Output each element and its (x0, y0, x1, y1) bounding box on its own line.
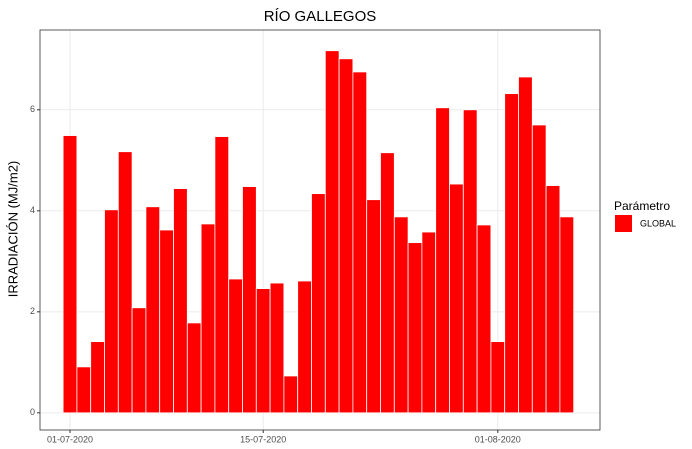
bar (62, 135, 78, 414)
bar (393, 216, 409, 414)
y-tick-label: 0 (30, 407, 35, 417)
bar (159, 229, 174, 414)
bar (228, 278, 243, 414)
bar (421, 231, 437, 414)
bar (531, 124, 547, 414)
y-tick-label: 4 (30, 205, 35, 215)
bar (214, 136, 230, 414)
bar (311, 193, 326, 414)
bar (352, 71, 368, 414)
bar (200, 223, 216, 414)
bar (324, 50, 340, 414)
bar (117, 151, 133, 414)
bar (476, 224, 492, 414)
y-axis-label: IRRADIACIÓN (MJ/m2) (5, 161, 20, 298)
bar (76, 366, 92, 414)
x-tick-label: 01-07-2020 (47, 434, 93, 444)
bar (338, 58, 354, 414)
panel-border (39, 29, 601, 431)
bar (297, 280, 312, 414)
bar (435, 107, 450, 414)
bar (145, 206, 161, 414)
bar (504, 93, 519, 414)
bar (462, 109, 478, 414)
bar (242, 186, 257, 414)
chart-title: RÍO GALLEGOS (264, 8, 377, 25)
bar (490, 341, 506, 414)
bar (545, 185, 561, 414)
bar (90, 341, 105, 414)
bar (518, 76, 533, 414)
bar (283, 375, 299, 414)
bar (131, 307, 147, 414)
bar (407, 242, 423, 414)
y-tick-label: 2 (30, 306, 35, 316)
x-tick-label: 15-07-2020 (240, 434, 286, 444)
bar (255, 288, 271, 414)
x-tick-label: 01-08-2020 (475, 434, 521, 444)
legend-label: GLOBAL (640, 218, 676, 228)
y-tick-label: 6 (30, 104, 35, 114)
bar (366, 199, 381, 414)
legend-title: Parámetro (614, 199, 670, 213)
bar (380, 152, 395, 414)
bar (559, 216, 575, 414)
bar (449, 183, 464, 414)
bar (269, 282, 285, 414)
bar (173, 188, 188, 414)
legend-swatch (615, 215, 632, 232)
bar (104, 209, 119, 414)
bar (186, 322, 202, 414)
